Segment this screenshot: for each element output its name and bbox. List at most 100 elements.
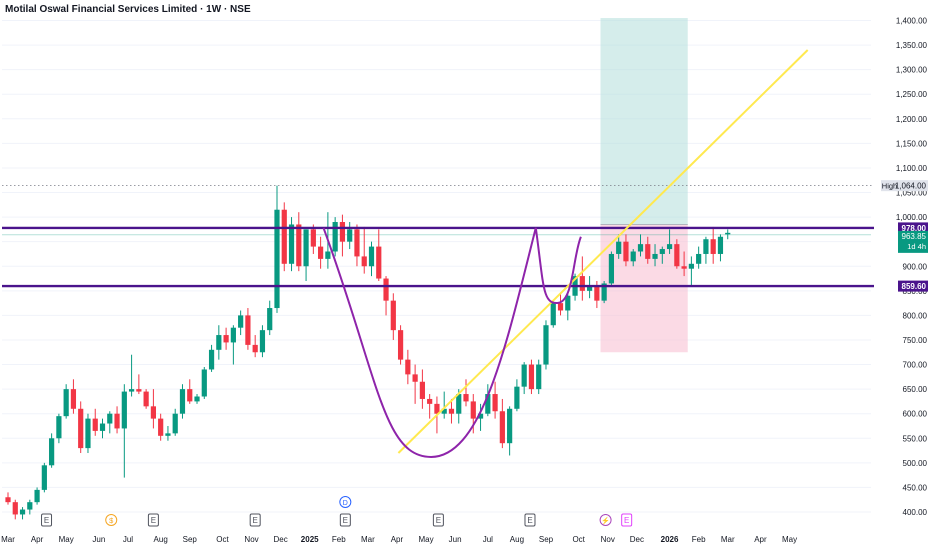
candle-body <box>434 403 440 414</box>
time-tick-label: Jun <box>92 535 105 544</box>
price-tick-label: 550.00 <box>903 434 928 443</box>
candle-body <box>630 251 636 262</box>
candle-body <box>354 229 360 257</box>
price-tick-label: 1,050.00 <box>896 189 928 198</box>
time-tick-label: Mar <box>361 535 375 544</box>
candle-body <box>427 398 433 404</box>
earnings-icon-label: E <box>624 516 629 525</box>
last-price-countdown: 1d 4h <box>907 242 926 251</box>
time-tick-label: Apr <box>754 535 767 544</box>
candle-body <box>288 224 295 264</box>
cup-handle-curve <box>322 227 582 458</box>
candle-body <box>477 413 484 419</box>
candles <box>5 185 731 520</box>
candle-body <box>696 253 702 264</box>
price-tick-label: 900.00 <box>903 262 928 271</box>
candle-body <box>456 394 462 414</box>
candle-body <box>34 489 40 503</box>
time-tick-label: Aug <box>154 535 168 544</box>
candle-body <box>507 408 513 444</box>
candle-body <box>492 394 498 412</box>
earnings-icon-label: E <box>253 516 258 525</box>
dividend-alt-icon <box>339 496 352 508</box>
candle-body <box>594 285 600 301</box>
earnings-icon <box>621 513 633 527</box>
candle-body <box>681 266 687 269</box>
candle-body <box>601 283 607 301</box>
earnings-icon-label: E <box>527 516 532 525</box>
time-tick-label: 2025 <box>301 535 319 544</box>
time-tick-label: May <box>782 535 797 544</box>
candle-body <box>703 239 709 254</box>
candle-body <box>158 418 164 436</box>
price-tick-label: 750.00 <box>903 336 928 345</box>
earnings-icon-label: E <box>343 516 348 525</box>
stop-zone <box>600 224 688 353</box>
candle-body <box>325 251 331 259</box>
price-tick-label: 1,150.00 <box>896 139 928 148</box>
candle-body <box>318 246 324 259</box>
candle-body <box>150 406 156 419</box>
earnings-icon-label: E <box>151 516 156 525</box>
candle-body <box>216 335 222 350</box>
candle-body <box>128 389 135 392</box>
candle-body <box>521 364 527 387</box>
candle-body <box>528 364 535 390</box>
time-tick-label: Apr <box>391 535 404 544</box>
time-tick-label: Sep <box>539 535 554 544</box>
candle-body <box>376 246 382 279</box>
time-tick-label: Oct <box>216 535 229 544</box>
candle-body <box>136 389 142 392</box>
candle-body <box>390 300 396 331</box>
time-tick-label: Oct <box>572 535 585 544</box>
target-zone <box>600 18 688 225</box>
price-tick-label: 1,250.00 <box>896 90 928 99</box>
candle-body <box>550 303 556 326</box>
candle-body <box>557 303 564 311</box>
candle-body <box>165 433 171 436</box>
time-axis: Mar Apr May Jun Jul Aug Sep Oct Nov Dec 2025 Feb Mar… <box>1 535 797 544</box>
earnings-icon-label: E <box>436 516 441 525</box>
candle-body <box>368 246 375 267</box>
candle-body <box>179 389 186 414</box>
level-price-tag: 978.00 <box>902 224 927 233</box>
earnings-icon <box>339 513 351 527</box>
candle-body <box>674 244 680 267</box>
earnings-icon <box>41 513 53 527</box>
price-tick-label: 600.00 <box>903 410 928 419</box>
chart-title: Motilal Oswal Financial Services Limited… <box>5 4 251 15</box>
candle-body <box>419 381 425 399</box>
earnings-icon <box>432 513 444 527</box>
candle-body <box>645 244 651 259</box>
candle-body <box>448 408 455 414</box>
candle-body <box>172 413 178 434</box>
candle-body <box>99 423 106 431</box>
time-tick-label: Mar <box>1 535 15 544</box>
level-price-tag: 859.60 <box>902 282 927 291</box>
dividend-icon-label: $ <box>109 516 114 525</box>
candle-body <box>659 249 665 254</box>
candle-body <box>397 330 404 360</box>
candle-body <box>281 209 287 264</box>
candle-body <box>114 413 120 429</box>
candle-body <box>230 327 236 343</box>
time-tick-label: Sep <box>183 535 198 544</box>
high-label: High <box>882 182 897 191</box>
price-tick-label: 1,350.00 <box>896 41 928 50</box>
price-tick-label: 700.00 <box>903 361 928 370</box>
time-tick-label: Dec <box>274 535 288 544</box>
high-tag-bg <box>881 180 898 192</box>
candle-body <box>78 408 84 449</box>
candle-body <box>194 396 200 402</box>
candle-body <box>267 308 273 331</box>
price-tick-label: 400.00 <box>903 508 928 517</box>
event-markers: E $ E E E D E E ⚡ E <box>41 496 633 527</box>
candle-body <box>85 418 91 449</box>
candle-body <box>587 285 593 291</box>
price-tick-label: 1,400.00 <box>896 17 928 26</box>
price-tick-label: 1,300.00 <box>896 66 928 75</box>
candle-body <box>27 502 33 510</box>
candle-body <box>463 394 469 402</box>
candle-body <box>339 222 346 242</box>
